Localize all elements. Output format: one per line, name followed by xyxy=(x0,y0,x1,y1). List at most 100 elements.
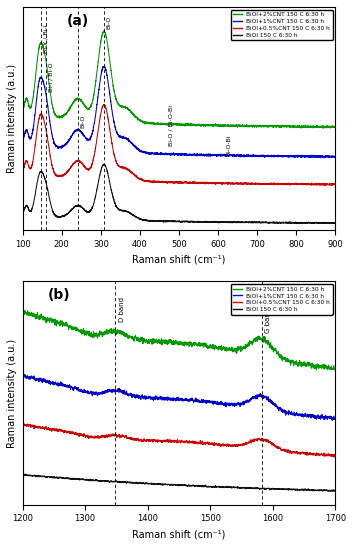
BiOI+0.5%CNT 150 C 6:30 h xyxy=(318,182,322,188)
BiOI+0.5%CNT 150 C 6:30 h xyxy=(294,181,298,187)
BiOI 150 C 6:30 h xyxy=(333,488,337,495)
Text: Bi-O: Bi-O xyxy=(107,16,112,29)
BiOI 150 C 6:30 h xyxy=(294,486,298,492)
BiOI+0.5%CNT 150 C 6:30 h xyxy=(140,176,145,183)
BiOI+2%CNT 150 C 6:30 h xyxy=(102,28,106,34)
X-axis label: Raman shift (cm⁻¹): Raman shift (cm⁻¹) xyxy=(132,254,226,265)
Text: Bi-O / Bi-O-Bi: Bi-O / Bi-O-Bi xyxy=(168,105,173,146)
Line: BiOI+1%CNT 150 C 6:30 h: BiOI+1%CNT 150 C 6:30 h xyxy=(23,67,335,158)
BiOI+1%CNT 150 C 6:30 h xyxy=(74,127,79,134)
BiOI+2%CNT 150 C 6:30 h xyxy=(56,114,60,121)
BiOI+0.5%CNT 150 C 6:30 h xyxy=(294,449,298,456)
BiOI 150 C 6:30 h xyxy=(75,476,79,482)
Text: Bi-O-Bi: Bi-O-Bi xyxy=(226,134,231,156)
BiOI 150 C 6:30 h xyxy=(327,488,331,494)
BiOI+1%CNT 150 C 6:30 h xyxy=(154,150,158,156)
BiOI 150 C 6:30 h xyxy=(312,221,316,227)
Y-axis label: Raman intensity (a.u.): Raman intensity (a.u.) xyxy=(7,339,17,448)
X-axis label: Raman shift (cm⁻¹): Raman shift (cm⁻¹) xyxy=(132,529,226,539)
BiOI+1%CNT 150 C 6:30 h xyxy=(75,384,79,391)
BiOI+0.5%CNT 150 C 6:30 h xyxy=(74,158,79,164)
BiOI+2%CNT 150 C 6:30 h xyxy=(56,319,60,325)
BiOI+1%CNT 150 C 6:30 h xyxy=(20,373,25,380)
BiOI+0.5%CNT 150 C 6:30 h xyxy=(75,431,79,437)
Legend: BiOI+2%CNT 150 C 6:30 h, BiOI+1%CNT 150 C 6:30 h, BiOI+0.5%CNT 150 C 6:30 h, BiO: BiOI+2%CNT 150 C 6:30 h, BiOI+1%CNT 150 … xyxy=(231,284,333,314)
BiOI 150 C 6:30 h xyxy=(74,203,79,209)
BiOI+0.5%CNT 150 C 6:30 h xyxy=(20,421,25,428)
Text: D band: D band xyxy=(119,297,125,322)
BiOI+2%CNT 150 C 6:30 h xyxy=(23,307,27,314)
BiOI+1%CNT 150 C 6:30 h xyxy=(56,144,60,151)
BiOI+0.5%CNT 150 C 6:30 h xyxy=(154,437,158,443)
BiOI 150 C 6:30 h xyxy=(330,488,335,495)
BiOI+0.5%CNT 150 C 6:30 h xyxy=(22,420,26,427)
BiOI+1%CNT 150 C 6:30 h xyxy=(327,413,331,420)
Line: BiOI+1%CNT 150 C 6:30 h: BiOI+1%CNT 150 C 6:30 h xyxy=(23,374,335,420)
BiOI+1%CNT 150 C 6:30 h xyxy=(318,155,323,161)
BiOI+0.5%CNT 150 C 6:30 h xyxy=(333,181,337,188)
BiOI+1%CNT 150 C 6:30 h xyxy=(140,149,145,156)
BiOI+1%CNT 150 C 6:30 h xyxy=(333,152,337,159)
BiOI+1%CNT 150 C 6:30 h xyxy=(140,394,145,401)
BiOI+2%CNT 150 C 6:30 h xyxy=(154,120,158,127)
Line: BiOI+2%CNT 150 C 6:30 h: BiOI+2%CNT 150 C 6:30 h xyxy=(23,311,335,370)
BiOI 150 C 6:30 h xyxy=(140,217,145,223)
BiOI+1%CNT 150 C 6:30 h xyxy=(22,371,26,377)
BiOI 150 C 6:30 h xyxy=(56,474,60,481)
BiOI 150 C 6:30 h xyxy=(21,471,25,477)
BiOI 150 C 6:30 h xyxy=(140,480,145,486)
BiOI 150 C 6:30 h xyxy=(56,213,60,220)
BiOI 150 C 6:30 h xyxy=(20,471,25,478)
Line: BiOI+0.5%CNT 150 C 6:30 h: BiOI+0.5%CNT 150 C 6:30 h xyxy=(23,424,335,457)
Legend: BiOI+2%CNT 150 C 6:30 h, BiOI+1%CNT 150 C 6:30 h, BiOI+0.5%CNT 150 C 6:30 h, BiO: BiOI+2%CNT 150 C 6:30 h, BiOI+1%CNT 150 … xyxy=(231,10,333,40)
BiOI+0.5%CNT 150 C 6:30 h xyxy=(332,454,336,460)
BiOI 150 C 6:30 h xyxy=(154,481,158,488)
BiOI+0.5%CNT 150 C 6:30 h xyxy=(56,173,60,180)
BiOI+2%CNT 150 C 6:30 h xyxy=(74,96,79,103)
Line: BiOI+2%CNT 150 C 6:30 h: BiOI+2%CNT 150 C 6:30 h xyxy=(23,31,335,128)
BiOI+1%CNT 150 C 6:30 h xyxy=(102,63,106,70)
BiOI+0.5%CNT 150 C 6:30 h xyxy=(20,168,25,175)
BiOI+2%CNT 150 C 6:30 h xyxy=(327,365,331,371)
BiOI+2%CNT 150 C 6:30 h xyxy=(20,311,25,317)
Text: (b): (b) xyxy=(48,288,70,302)
Text: G band: G band xyxy=(265,308,271,333)
BiOI+2%CNT 150 C 6:30 h xyxy=(20,107,25,114)
Line: BiOI+0.5%CNT 150 C 6:30 h: BiOI+0.5%CNT 150 C 6:30 h xyxy=(23,104,335,185)
BiOI 150 C 6:30 h xyxy=(294,219,298,226)
BiOI+0.5%CNT 150 C 6:30 h xyxy=(102,101,106,108)
BiOI+1%CNT 150 C 6:30 h xyxy=(333,414,337,420)
BiOI+2%CNT 150 C 6:30 h xyxy=(328,123,332,130)
Text: Bi-X / Bi-I: Bi-X / Bi-I xyxy=(43,25,48,54)
BiOI+0.5%CNT 150 C 6:30 h xyxy=(140,438,145,445)
BiOI+1%CNT 150 C 6:30 h xyxy=(56,381,60,388)
BiOI 150 C 6:30 h xyxy=(20,210,25,217)
Text: (a): (a) xyxy=(66,14,89,28)
BiOI+0.5%CNT 150 C 6:30 h xyxy=(154,179,158,186)
BiOI+2%CNT 150 C 6:30 h xyxy=(294,359,298,365)
BiOI+0.5%CNT 150 C 6:30 h xyxy=(328,181,332,188)
BiOI+2%CNT 150 C 6:30 h xyxy=(154,337,158,343)
BiOI+2%CNT 150 C 6:30 h xyxy=(294,123,298,129)
Text: Bi-O: Bi-O xyxy=(81,114,86,128)
Text: Bi-I / Bi-O: Bi-I / Bi-O xyxy=(49,63,54,92)
BiOI+1%CNT 150 C 6:30 h xyxy=(294,412,298,418)
BiOI+2%CNT 150 C 6:30 h xyxy=(75,327,79,333)
BiOI+2%CNT 150 C 6:30 h xyxy=(333,367,337,373)
Y-axis label: Raman intensity (a.u.): Raman intensity (a.u.) xyxy=(7,64,17,173)
BiOI+0.5%CNT 150 C 6:30 h xyxy=(333,453,337,459)
BiOI+2%CNT 150 C 6:30 h xyxy=(333,123,337,130)
BiOI+2%CNT 150 C 6:30 h xyxy=(321,125,325,132)
BiOI+0.5%CNT 150 C 6:30 h xyxy=(327,452,331,459)
BiOI 150 C 6:30 h xyxy=(328,219,332,226)
BiOI+0.5%CNT 150 C 6:30 h xyxy=(56,427,60,434)
BiOI+2%CNT 150 C 6:30 h xyxy=(140,118,145,125)
BiOI+1%CNT 150 C 6:30 h xyxy=(294,153,298,160)
BiOI 150 C 6:30 h xyxy=(154,218,158,224)
BiOI+1%CNT 150 C 6:30 h xyxy=(330,417,334,423)
Line: BiOI 150 C 6:30 h: BiOI 150 C 6:30 h xyxy=(23,474,335,491)
BiOI+1%CNT 150 C 6:30 h xyxy=(328,154,332,161)
BiOI+2%CNT 150 C 6:30 h xyxy=(333,366,337,373)
BiOI+2%CNT 150 C 6:30 h xyxy=(140,340,145,346)
BiOI 150 C 6:30 h xyxy=(101,161,106,168)
